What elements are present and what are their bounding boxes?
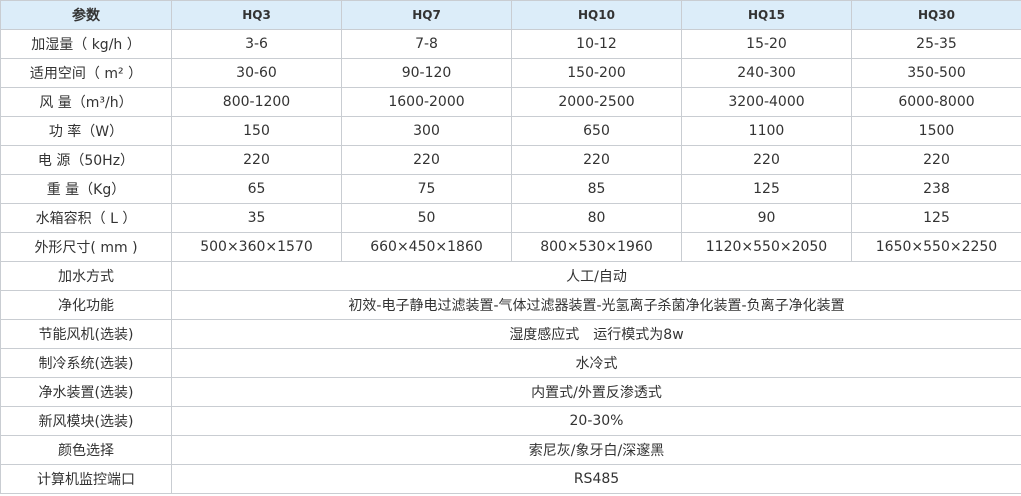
table-row: 净水装置(选装) 内置式/外置反渗透式: [0, 377, 1021, 407]
row-label: 新风模块(选装): [0, 406, 172, 436]
cell-merged-value: 湿度感应式 运行模式为8w: [171, 319, 1021, 349]
table-row: 外形尺寸( mm ) 500×360×1570 660×450×1860 800×53…: [0, 232, 1021, 262]
cell-merged-value: 初效-电子静电过滤装置-气体过滤器装置-光氢离子杀菌净化装置-负离子净化装置: [171, 290, 1021, 320]
row-label: 净水装置(选装): [0, 377, 172, 407]
cell-value: 1650×550×2250: [851, 232, 1021, 262]
table-row: 加水方式 人工/自动: [0, 261, 1021, 291]
row-label: 节能风机(选装): [0, 319, 172, 349]
cell-value: 50: [341, 203, 512, 233]
cell-value: 6000-8000: [851, 87, 1021, 117]
table-row: 水箱容积（ L ） 35 50 80 90 125: [0, 203, 1021, 233]
cell-value: 1500: [851, 116, 1021, 146]
table-row: 新风模块(选装) 20-30%: [0, 406, 1021, 436]
cell-merged-value: 索尼灰/象牙白/深邃黑: [171, 435, 1021, 465]
row-label: 功 率（W）: [0, 116, 172, 146]
cell-value: 800-1200: [171, 87, 342, 117]
table-row: 净化功能 初效-电子静电过滤装置-气体过滤器装置-光氢离子杀菌净化装置-负离子净化…: [0, 290, 1021, 320]
cell-value: 1100: [681, 116, 852, 146]
cell-value: 300: [341, 116, 512, 146]
cell-value: 15-20: [681, 29, 852, 59]
row-label: 计算机监控端口: [0, 464, 172, 494]
table-row: 风 量（m³/h） 800-1200 1600-2000 2000-2500 3200-…: [0, 87, 1021, 117]
table-row: 电 源（50Hz） 220 220 220 220 220: [0, 145, 1021, 175]
cell-value: 220: [511, 145, 682, 175]
header-model: HQ10: [511, 0, 682, 30]
cell-value: 240-300: [681, 58, 852, 88]
table-row: 适用空间（ m² ） 30-60 90-120 150-200 240-300 350-5…: [0, 58, 1021, 88]
cell-value: 238: [851, 174, 1021, 204]
cell-merged-value: 人工/自动: [171, 261, 1021, 291]
cell-value: 125: [851, 203, 1021, 233]
cell-value: 150-200: [511, 58, 682, 88]
row-label: 风 量（m³/h）: [0, 87, 172, 117]
cell-value: 220: [341, 145, 512, 175]
table-row: 重 量（Kg） 65 75 85 125 238: [0, 174, 1021, 204]
header-model: HQ3: [171, 0, 342, 30]
cell-value: 3200-4000: [681, 87, 852, 117]
header-model: HQ30: [851, 0, 1021, 30]
cell-value: 1120×550×2050: [681, 232, 852, 262]
row-label: 加湿量（ kg/h ）: [0, 29, 172, 59]
row-label: 水箱容积（ L ）: [0, 203, 172, 233]
row-label: 适用空间（ m² ）: [0, 58, 172, 88]
table-row: 加湿量（ kg/h ） 3-6 7-8 10-12 15-20 25-35: [0, 29, 1021, 59]
row-label: 重 量（Kg）: [0, 174, 172, 204]
cell-merged-value: 20-30%: [171, 406, 1021, 436]
table-row: 颜色选择 索尼灰/象牙白/深邃黑: [0, 435, 1021, 465]
row-label: 加水方式: [0, 261, 172, 291]
cell-value: 220: [171, 145, 342, 175]
row-label: 净化功能: [0, 290, 172, 320]
header-model: HQ7: [341, 0, 512, 30]
cell-value: 30-60: [171, 58, 342, 88]
table-row: 功 率（W） 150 300 650 1100 1500: [0, 116, 1021, 146]
table-row: 节能风机(选装) 湿度感应式 运行模式为8w: [0, 319, 1021, 349]
cell-merged-value: RS485: [171, 464, 1021, 494]
cell-value: 90-120: [341, 58, 512, 88]
cell-value: 150: [171, 116, 342, 146]
cell-value: 220: [681, 145, 852, 175]
cell-value: 25-35: [851, 29, 1021, 59]
cell-merged-value: 水冷式: [171, 348, 1021, 378]
cell-merged-value: 内置式/外置反渗透式: [171, 377, 1021, 407]
cell-value: 7-8: [341, 29, 512, 59]
row-label: 制冷系统(选装): [0, 348, 172, 378]
cell-value: 125: [681, 174, 852, 204]
header-row: 参数 HQ3 HQ7 HQ10 HQ15 HQ30: [0, 0, 1021, 30]
cell-value: 35: [171, 203, 342, 233]
cell-value: 75: [341, 174, 512, 204]
cell-value: 85: [511, 174, 682, 204]
cell-value: 1600-2000: [341, 87, 512, 117]
cell-value: 3-6: [171, 29, 342, 59]
table-row: 计算机监控端口 RS485: [0, 464, 1021, 494]
cell-value: 65: [171, 174, 342, 204]
cell-value: 90: [681, 203, 852, 233]
cell-value: 650: [511, 116, 682, 146]
row-label: 电 源（50Hz）: [0, 145, 172, 175]
header-param: 参数: [0, 0, 172, 30]
cell-value: 500×360×1570: [171, 232, 342, 262]
header-model: HQ15: [681, 0, 852, 30]
cell-value: 220: [851, 145, 1021, 175]
cell-value: 800×530×1960: [511, 232, 682, 262]
cell-value: 350-500: [851, 58, 1021, 88]
cell-value: 10-12: [511, 29, 682, 59]
row-label: 外形尺寸( mm ): [0, 232, 172, 262]
cell-value: 660×450×1860: [341, 232, 512, 262]
row-label: 颜色选择: [0, 435, 172, 465]
table-row: 制冷系统(选装) 水冷式: [0, 348, 1021, 378]
cell-value: 80: [511, 203, 682, 233]
cell-value: 2000-2500: [511, 87, 682, 117]
